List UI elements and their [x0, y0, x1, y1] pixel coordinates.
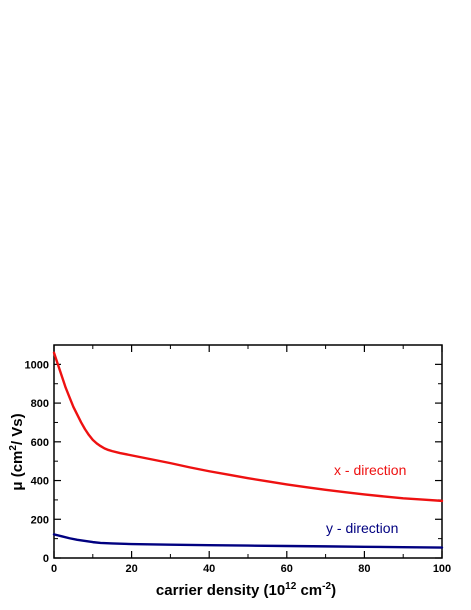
- y-tick-label: 1000: [25, 359, 49, 371]
- series-lines: [52, 351, 444, 549]
- y-tick-label: 0: [43, 553, 49, 565]
- x-tick-label: 80: [358, 563, 370, 575]
- y-tick-label: 600: [31, 437, 49, 449]
- x-axis-title: carrier density (1012 cm-2): [156, 581, 336, 599]
- series-line-x-direction: [52, 351, 444, 503]
- y-tick-label: 200: [31, 514, 49, 526]
- series-label-x-direction: x - direction: [334, 462, 406, 478]
- y-axis-title: μ (cm2/ Vs): [8, 413, 26, 490]
- x-tick-label: 100: [433, 563, 451, 575]
- series-line-y-direction: [52, 533, 444, 549]
- x-tick-label: 0: [51, 563, 57, 575]
- x-tick-label: 40: [203, 563, 215, 575]
- y-tick-label: 800: [31, 398, 49, 410]
- y-tick-label: 400: [31, 476, 49, 488]
- x-tick-label: 20: [125, 563, 137, 575]
- series-label-y-direction: y - direction: [326, 520, 398, 536]
- x-tick-label: 60: [281, 563, 293, 575]
